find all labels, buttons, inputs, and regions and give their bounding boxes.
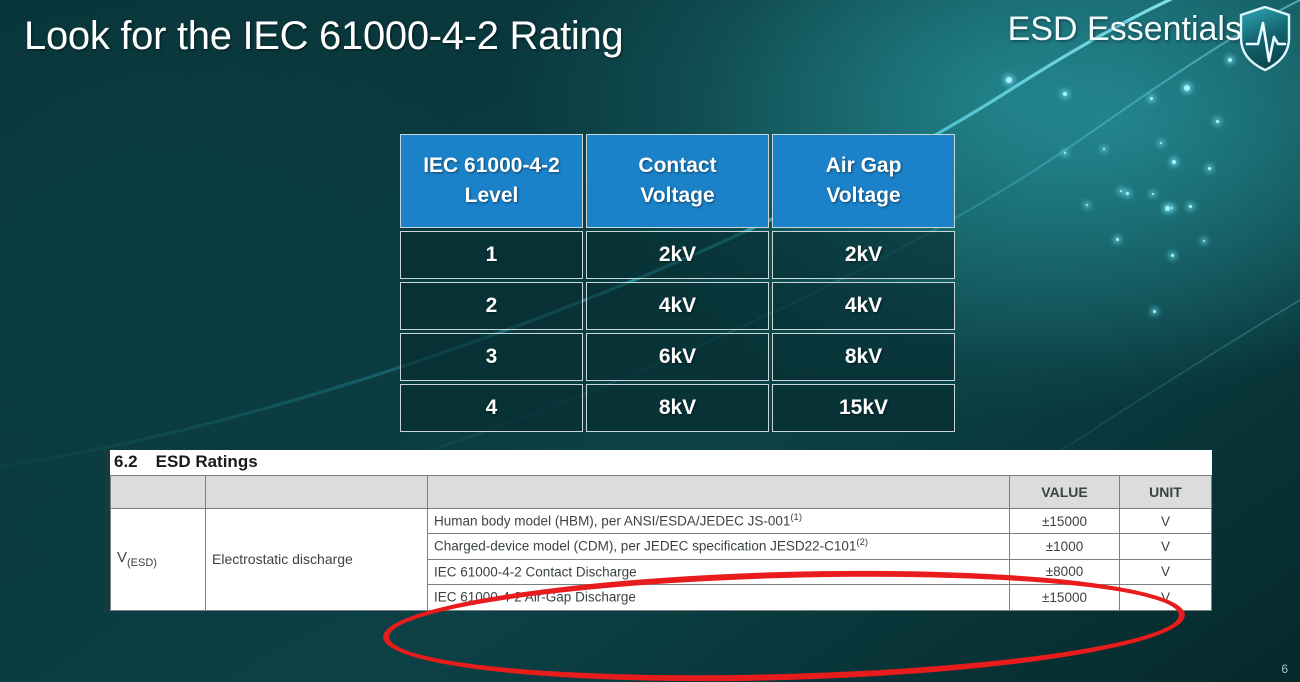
brand-logo: ESD Essentials (1007, 6, 1291, 72)
iec-cell-contact: 6kV (586, 333, 769, 381)
brand-label: ESD Essentials (1007, 10, 1242, 48)
footnote-marker: (1) (790, 512, 803, 523)
description-text: IEC 61000-4-2 Contact Discharge (434, 564, 637, 580)
iec-cell-airgap: 4kV (772, 282, 955, 330)
iec-table-header-row: IEC 61000-4-2 Level Contact Voltage Air … (400, 134, 955, 228)
table-row: IEC 61000-4-2 Air-Gap Discharge ±15000 V (111, 584, 1212, 611)
datasheet-parameter: Electrostatic discharge (205, 508, 428, 611)
datasheet-header-value: VALUE (1009, 475, 1120, 509)
iec-cell-contact: 2kV (586, 231, 769, 279)
datasheet-header-row: VALUE UNIT (110, 475, 1212, 509)
table-row: 3 6kV 8kV (400, 333, 955, 381)
datasheet-panel: 6.2 ESD Ratings VALUE UNIT V(ESD) Elec (105, 450, 1212, 611)
datasheet-header-blank-2 (205, 475, 428, 509)
iec-cell-contact: 4kV (586, 282, 769, 330)
iec-cell-contact: 8kV (586, 384, 769, 432)
iec-header-airgap-line2: Voltage (826, 184, 901, 207)
datasheet-symbol: V(ESD) (110, 508, 206, 611)
iec-cell-airgap: 2kV (772, 231, 955, 279)
iec-cell-level: 4 (400, 384, 583, 432)
iec-header-level-line1: IEC 61000-4-2 (423, 153, 560, 177)
iec-header-contact-line1: Contact (638, 153, 717, 177)
iec-header-contact-line2: Voltage (640, 184, 715, 207)
iec-cell-airgap: 15kV (772, 384, 955, 432)
table-row: 1 2kV 2kV (400, 231, 955, 279)
datasheet-header-blank-1 (110, 475, 206, 509)
datasheet-unit: V (1119, 558, 1212, 586)
datasheet-header-unit: UNIT (1119, 475, 1212, 509)
iec-header-contact: Contact Voltage (586, 134, 769, 228)
table-row: 4 8kV 15kV (400, 384, 955, 432)
datasheet-header-blank-3 (427, 475, 1010, 509)
datasheet-value: ±15000 (1009, 507, 1120, 535)
table-row: IEC 61000-4-2 Contact Discharge ±8000 V (111, 558, 1212, 586)
iec-header-airgap: Air Gap Voltage (772, 134, 955, 228)
datasheet-value: ±8000 (1009, 558, 1120, 586)
datasheet-section-heading: 6.2 ESD Ratings (110, 450, 1212, 475)
iec-header-airgap-line1: Air Gap (825, 153, 902, 177)
iec-cell-level: 2 (400, 282, 583, 330)
iec-header-level-line2: Level (464, 184, 519, 207)
table-row: V(ESD) Electrostatic discharge Human bod… (110, 507, 1212, 611)
iec-cell-airgap: 8kV (772, 333, 955, 381)
datasheet-value: ±15000 (1009, 584, 1120, 611)
datasheet-description: IEC 61000-4-2 Air-Gap Discharge (427, 584, 1010, 611)
page-title: Look for the IEC 61000-4-2 Rating (24, 14, 624, 58)
description-text: Human body model (HBM), per ANSI/ESDA/JE… (434, 513, 791, 529)
section-title: ESD Ratings (155, 452, 258, 471)
description-text: Charged-device model (CDM), per JEDEC sp… (434, 538, 857, 554)
datasheet-unit: V (1119, 584, 1212, 611)
table-row: 2 4kV 4kV (400, 282, 955, 330)
datasheet-description: Charged-device model (CDM), per JEDEC sp… (427, 533, 1010, 560)
iec-cell-level: 1 (400, 231, 583, 279)
shield-heartbeat-icon (1239, 6, 1291, 72)
page-number: 6 (1281, 662, 1288, 676)
esd-ratings-table: VALUE UNIT V(ESD) Electrostatic discharg… (110, 475, 1212, 611)
section-number: 6.2 (114, 452, 138, 471)
iec-level-table: IEC 61000-4-2 Level Contact Voltage Air … (397, 131, 958, 435)
footnote-marker: (2) (856, 537, 869, 549)
datasheet-unit: V (1119, 533, 1212, 560)
datasheet-unit: V (1119, 507, 1212, 535)
datasheet-description: IEC 61000-4-2 Contact Discharge (427, 558, 1010, 586)
iec-cell-level: 3 (400, 333, 583, 381)
symbol-subscript: (ESD) (127, 557, 157, 570)
iec-header-level: IEC 61000-4-2 Level (400, 134, 583, 228)
symbol-letter: V (117, 549, 128, 567)
datasheet-value: ±1000 (1009, 533, 1120, 560)
description-text: IEC 61000-4-2 Air-Gap Discharge (434, 589, 636, 605)
datasheet-description: Human body model (HBM), per ANSI/ESDA/JE… (427, 507, 1010, 535)
